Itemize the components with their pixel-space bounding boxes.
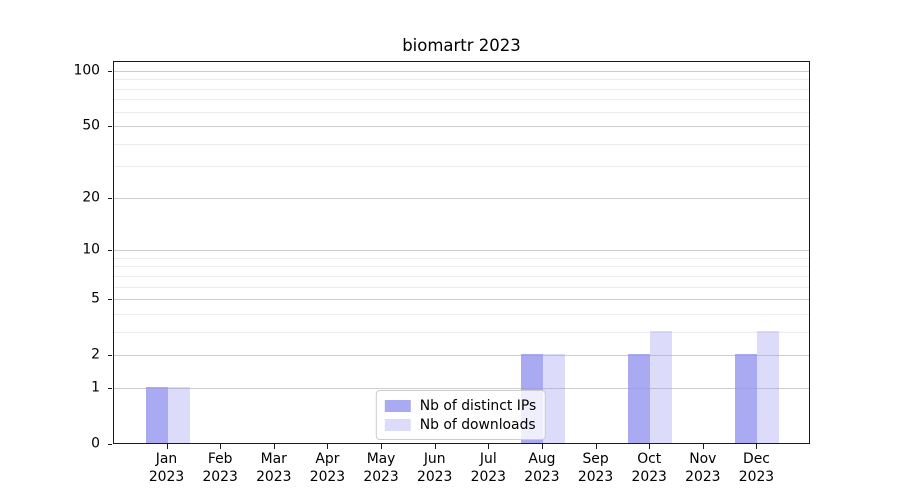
major-gridline xyxy=(114,70,809,72)
y-tick-mark xyxy=(108,126,112,128)
x-tick-label-aug: Aug 2023 xyxy=(524,451,560,485)
bar-nb-of-distinct-ips-dec xyxy=(735,354,758,443)
minor-gridline xyxy=(114,79,809,81)
y-tick-mark xyxy=(108,197,112,199)
minor-gridline xyxy=(114,286,809,288)
y-tick-mark xyxy=(108,70,112,72)
x-tick-mark xyxy=(220,444,222,449)
minor-gridline xyxy=(114,275,809,277)
bar-nb-of-distinct-ips-jan xyxy=(145,386,168,443)
x-tick-label-jul: Jul 2023 xyxy=(470,451,506,485)
x-tick-label-dec: Dec 2023 xyxy=(738,451,775,485)
x-tick-mark xyxy=(381,444,383,449)
major-gridline xyxy=(114,299,809,301)
x-tick-label-jun: Jun 2023 xyxy=(416,451,453,485)
x-tick-label-may: May 2023 xyxy=(363,451,399,485)
major-gridline xyxy=(114,355,809,357)
chart-title: biomartr 2023 xyxy=(402,36,521,55)
minor-gridline xyxy=(114,99,809,101)
x-tick-label-mar: Mar 2023 xyxy=(256,451,292,485)
y-tick-label: 5 xyxy=(91,290,100,307)
x-tick-mark xyxy=(595,444,597,449)
legend-swatch-icon xyxy=(384,399,411,412)
legend: Nb of distinct IPs Nb of downloads xyxy=(375,390,547,440)
x-tick-label-jan: Jan 2023 xyxy=(148,451,185,485)
legend-item: Nb of downloads xyxy=(384,415,536,434)
y-tick-label: 2 xyxy=(91,346,100,363)
x-tick-mark xyxy=(649,444,651,449)
x-tick-mark xyxy=(327,444,329,449)
minor-gridline xyxy=(114,111,809,113)
minor-gridline xyxy=(114,257,809,259)
minor-gridline xyxy=(114,266,809,268)
legend-item: Nb of distinct IPs xyxy=(384,396,537,415)
x-tick-label-nov: Nov 2023 xyxy=(685,451,721,485)
x-tick-mark xyxy=(756,444,758,449)
major-gridline xyxy=(114,387,809,389)
bar-nb-of-downloads-dec xyxy=(757,330,780,443)
x-tick-label-apr: Apr 2023 xyxy=(309,451,346,485)
y-tick-mark xyxy=(108,387,112,389)
x-tick-mark xyxy=(541,444,543,449)
major-gridline xyxy=(114,250,809,252)
major-gridline xyxy=(114,197,809,199)
y-tick-label: 50 xyxy=(82,117,100,134)
x-tick-mark xyxy=(273,444,275,449)
x-tick-mark xyxy=(166,444,168,449)
y-tick-mark xyxy=(108,299,112,301)
y-tick-mark xyxy=(108,444,112,445)
y-tick-mark xyxy=(108,250,112,252)
bar-nb-of-downloads-jan xyxy=(167,386,190,443)
legend-label: Nb of downloads xyxy=(419,416,536,433)
plot-area xyxy=(113,61,810,444)
bar-nb-of-distinct-ips-oct xyxy=(628,354,651,443)
y-tick-label: 0 xyxy=(91,435,100,452)
y-tick-label: 1 xyxy=(91,379,100,396)
minor-gridline xyxy=(114,166,809,168)
x-tick-label-sep: Sep 2023 xyxy=(577,451,614,485)
legend-label: Nb of distinct IPs xyxy=(419,397,537,414)
minor-gridline xyxy=(114,88,809,90)
minor-gridline xyxy=(114,313,809,315)
x-tick-label-oct: Oct 2023 xyxy=(631,451,667,485)
minor-gridline xyxy=(114,143,809,145)
x-tick-mark xyxy=(434,444,436,449)
x-tick-label-feb: Feb 2023 xyxy=(202,451,238,485)
y-tick-mark xyxy=(108,355,112,357)
legend-swatch-icon xyxy=(384,418,411,431)
x-tick-mark xyxy=(488,444,490,449)
x-tick-mark xyxy=(702,444,704,449)
minor-gridline xyxy=(114,331,809,333)
y-tick-label: 10 xyxy=(82,241,100,258)
bar-nb-of-downloads-aug xyxy=(542,354,565,443)
major-gridline xyxy=(114,126,809,128)
y-tick-label: 100 xyxy=(73,62,100,79)
y-tick-label: 20 xyxy=(82,189,100,206)
bar-nb-of-downloads-oct xyxy=(650,330,673,443)
